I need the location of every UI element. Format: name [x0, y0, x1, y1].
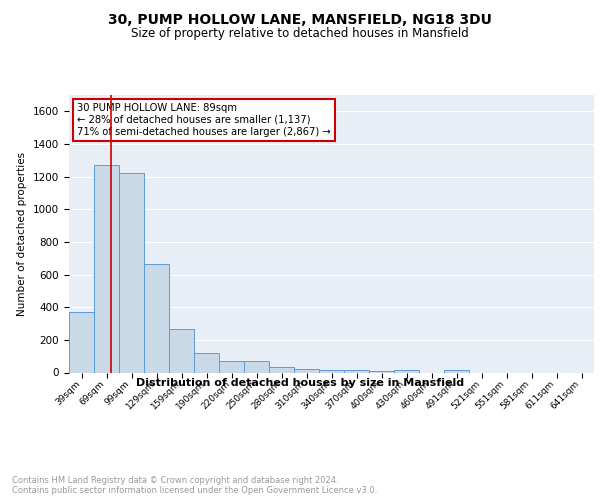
Bar [219, 361, 244, 372]
Text: Distribution of detached houses by size in Mansfield: Distribution of detached houses by size … [136, 378, 464, 388]
Text: 30, PUMP HOLLOW LANE, MANSFIELD, NG18 3DU: 30, PUMP HOLLOW LANE, MANSFIELD, NG18 3D… [108, 12, 492, 26]
Bar [194, 353, 219, 372]
Bar [119, 174, 144, 372]
Text: Contains HM Land Registry data © Crown copyright and database right 2024.
Contai: Contains HM Land Registry data © Crown c… [12, 476, 377, 495]
Bar [94, 165, 119, 372]
Bar [319, 370, 344, 372]
Bar [169, 329, 194, 372]
Bar [69, 312, 94, 372]
Bar [394, 370, 419, 372]
Bar [369, 371, 394, 372]
Y-axis label: Number of detached properties: Number of detached properties [17, 152, 28, 316]
Bar [294, 369, 319, 372]
Bar [144, 264, 169, 372]
Bar [244, 362, 269, 372]
Bar [344, 370, 369, 372]
Text: 30 PUMP HOLLOW LANE: 89sqm
← 28% of detached houses are smaller (1,137)
71% of s: 30 PUMP HOLLOW LANE: 89sqm ← 28% of deta… [77, 104, 331, 136]
Bar [444, 370, 469, 372]
Bar [269, 367, 294, 372]
Text: Size of property relative to detached houses in Mansfield: Size of property relative to detached ho… [131, 28, 469, 40]
